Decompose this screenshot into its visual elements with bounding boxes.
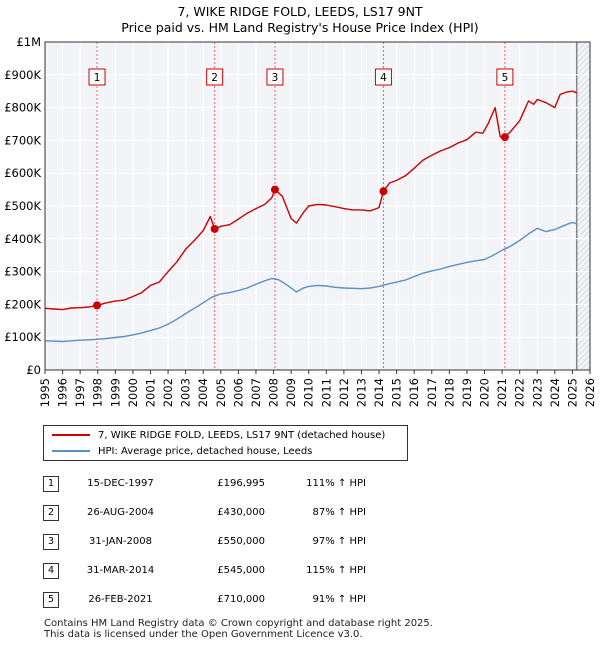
x-tick-label: 1998 <box>91 378 105 407</box>
plot-frame <box>44 41 591 371</box>
sale-marker-box <box>206 68 224 86</box>
sale-hpi-change: 115% ↑ HPI <box>306 565 366 576</box>
x-tick-label: 2020 <box>478 378 492 407</box>
x-tick-label: 1997 <box>73 378 87 407</box>
y-tick-label: £0 <box>26 363 41 377</box>
sale-point <box>93 301 102 310</box>
x-tick-label: 1999 <box>108 378 122 407</box>
x-tick-label: 2003 <box>179 378 193 407</box>
y-tick-label: £100K <box>4 330 41 344</box>
sale-number-badge: 2 <box>43 505 59 521</box>
chart-legend: 7, WIKE RIDGE FOLD, LEEDS, LS17 9NT (det… <box>43 425 408 461</box>
sale-marker-box <box>374 68 392 86</box>
x-tick-label: 2007 <box>249 378 263 407</box>
x-tick-label: 2010 <box>302 378 316 407</box>
x-tick-label: 2019 <box>460 378 474 407</box>
x-tick-label: 2025 <box>565 378 579 407</box>
sale-marker-box <box>266 68 284 86</box>
sale-marker-box <box>88 68 106 86</box>
legend-label-hpi: HPI: Average price, detached house, Leed… <box>98 446 313 457</box>
hpi-series-line <box>44 221 577 343</box>
x-tick-label: 2000 <box>126 378 140 407</box>
sale-hpi-change: 111% ↑ HPI <box>306 478 366 489</box>
legend-swatch-property <box>52 434 90 436</box>
y-tick-label: £500K <box>4 199 41 213</box>
sale-marker-box <box>496 68 514 86</box>
sale-marker-number: 5 <box>502 72 509 84</box>
sale-row: 3 31-JAN-2008 £550,000 97% ↑ HPI <box>43 534 443 550</box>
x-tick-label: 2012 <box>337 378 351 407</box>
x-tick-label: 2009 <box>284 378 298 407</box>
sale-row: 5 26-FEB-2021 £710,000 91% ↑ HPI <box>43 592 443 608</box>
sale-price: £196,995 <box>217 478 265 489</box>
sale-marker-number: 2 <box>211 72 218 84</box>
sale-row: 1 15-DEC-1997 £196,995 111% ↑ HPI <box>43 476 443 492</box>
sale-point <box>210 224 219 233</box>
footer-attribution: Contains HM Land Registry data © Crown c… <box>44 618 433 640</box>
y-tick-label: £200K <box>4 297 41 311</box>
x-tick-label: 2006 <box>231 378 245 407</box>
price-chart: £0 £100K £200K £300K £400K £500K £600K £700K £80… <box>4 35 597 407</box>
sale-number-badge: 4 <box>43 563 59 579</box>
sale-number-badge: 5 <box>43 592 59 608</box>
y-tick-label: £1M <box>16 35 41 49</box>
y-tick-label: £300K <box>4 265 41 279</box>
footer-copyright: Contains HM Land Registry data © Crown c… <box>44 618 433 629</box>
sale-marker-number: 1 <box>94 72 101 84</box>
x-tick-label: 2001 <box>143 378 157 407</box>
x-tick-label: 2013 <box>354 378 368 407</box>
sale-point <box>500 133 509 142</box>
x-tick-label: 2017 <box>425 378 439 407</box>
x-tick-label: 2026 <box>583 378 597 407</box>
sale-hpi-change: 91% ↑ HPI <box>312 594 366 605</box>
y-tick-label: £400K <box>4 232 41 246</box>
sale-marker-number: 4 <box>380 72 387 84</box>
sale-marker-number: 3 <box>272 72 279 84</box>
legend-item-hpi: HPI: Average price, detached house, Leed… <box>52 444 312 460</box>
legend-item-property: 7, WIKE RIDGE FOLD, LEEDS, LS17 9NT (det… <box>52 428 385 444</box>
sale-row: 2 26-AUG-2004 £430,000 87% ↑ HPI <box>43 505 443 521</box>
sale-number-badge: 3 <box>43 534 59 550</box>
sale-number-badge: 1 <box>43 476 59 492</box>
x-tick-label: 2014 <box>372 378 386 407</box>
sale-price: £430,000 <box>217 507 265 518</box>
x-tick-label: 2021 <box>495 378 509 407</box>
x-tick-label: 1995 <box>38 378 52 407</box>
sale-date: 31-MAR-2014 <box>86 565 155 576</box>
y-tick-label: £600K <box>4 166 41 180</box>
y-tick-label: £800K <box>4 101 41 115</box>
x-tick-label: 2011 <box>319 378 333 407</box>
footer-licence: This data is licensed under the Open Gov… <box>44 629 363 640</box>
legend-label-property: 7, WIKE RIDGE FOLD, LEEDS, LS17 9NT (det… <box>98 430 386 441</box>
x-tick-label: 1996 <box>56 378 70 407</box>
sale-row: 4 31-MAR-2014 £545,000 115% ↑ HPI <box>43 563 443 579</box>
sale-date: 31-JAN-2008 <box>88 536 153 547</box>
sale-price: £550,000 <box>217 536 265 547</box>
x-tick-label: 2005 <box>214 378 228 407</box>
sale-price: £710,000 <box>217 594 265 605</box>
sale-date: 26-FEB-2021 <box>88 594 153 605</box>
x-tick-label: 2004 <box>196 378 210 407</box>
x-tick-label: 2008 <box>267 378 281 407</box>
sale-point <box>270 185 279 194</box>
chart-title: 7, WIKE RIDGE FOLD, LEEDS, LS17 9NT <box>177 4 423 19</box>
sale-price: £545,000 <box>217 565 265 576</box>
sale-hpi-change: 87% ↑ HPI <box>312 507 366 518</box>
chart-subtitle: Price paid vs. HM Land Registry's House … <box>121 20 479 35</box>
x-tick-label: 2016 <box>407 378 421 407</box>
x-tick-label: 2015 <box>390 378 404 407</box>
sale-hpi-change: 97% ↑ HPI <box>312 536 366 547</box>
y-tick-label: £700K <box>4 133 41 147</box>
x-tick-label: 2024 <box>548 378 562 407</box>
x-tick-label: 2022 <box>513 378 527 407</box>
sale-date: 26-AUG-2004 <box>86 507 155 518</box>
x-tick-label: 2018 <box>442 378 456 407</box>
legend-swatch-hpi <box>52 450 90 452</box>
sale-date: 15-DEC-1997 <box>87 478 154 489</box>
sale-point <box>379 187 388 196</box>
x-tick-label: 2023 <box>530 378 544 407</box>
chart-title-block: 7, WIKE RIDGE FOLD, LEEDS, LS17 9NT Pric… <box>0 4 600 36</box>
y-tick-label: £900K <box>4 68 41 82</box>
x-tick-label: 2002 <box>161 378 175 407</box>
